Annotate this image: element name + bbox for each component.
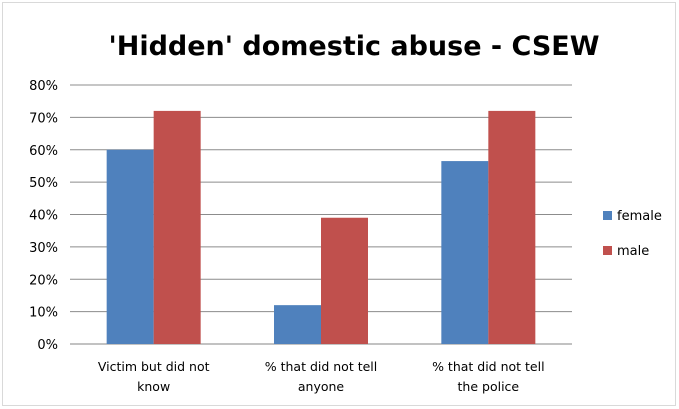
- y-tick-label: 30%: [29, 241, 58, 256]
- y-tick-label: 70%: [29, 111, 58, 126]
- y-tick-label: 20%: [29, 273, 58, 288]
- x-category-label: the police: [458, 379, 520, 394]
- bar-male: [153, 110, 201, 345]
- y-tick-label: 60%: [29, 144, 58, 159]
- x-category-label: Victim but did not: [98, 359, 210, 374]
- y-tick-label: 80%: [29, 79, 58, 94]
- x-axis-labels: Victim but did not know % that did not tel…: [98, 359, 545, 394]
- y-tick-label: 40%: [29, 209, 58, 224]
- bar-female: [274, 305, 321, 344]
- x-category-label: % that did not tell: [432, 359, 545, 374]
- bar-male: [321, 217, 368, 344]
- y-tick-label: 10%: [29, 306, 58, 321]
- y-tick-label: 0%: [37, 338, 58, 353]
- x-category-label: know: [137, 379, 170, 394]
- x-category-label: % that did not tell: [265, 359, 378, 374]
- legend-swatch-male: [603, 246, 612, 255]
- legend-swatch-female: [603, 211, 612, 220]
- legend: female male: [603, 209, 662, 259]
- bar-male: [488, 110, 536, 345]
- bars: [106, 110, 536, 345]
- x-category-label: anyone: [298, 379, 345, 394]
- y-axis-ticks: 0% 10% 20% 30% 40% 50% 60% 70% 80%: [29, 79, 58, 353]
- y-tick-label: 50%: [29, 176, 58, 191]
- bar-female: [106, 149, 154, 344]
- legend-label: female: [617, 209, 662, 224]
- chart-title: 'Hidden' domestic abuse - CSEW: [108, 31, 599, 62]
- legend-label: male: [617, 244, 649, 259]
- bar-female: [441, 161, 489, 344]
